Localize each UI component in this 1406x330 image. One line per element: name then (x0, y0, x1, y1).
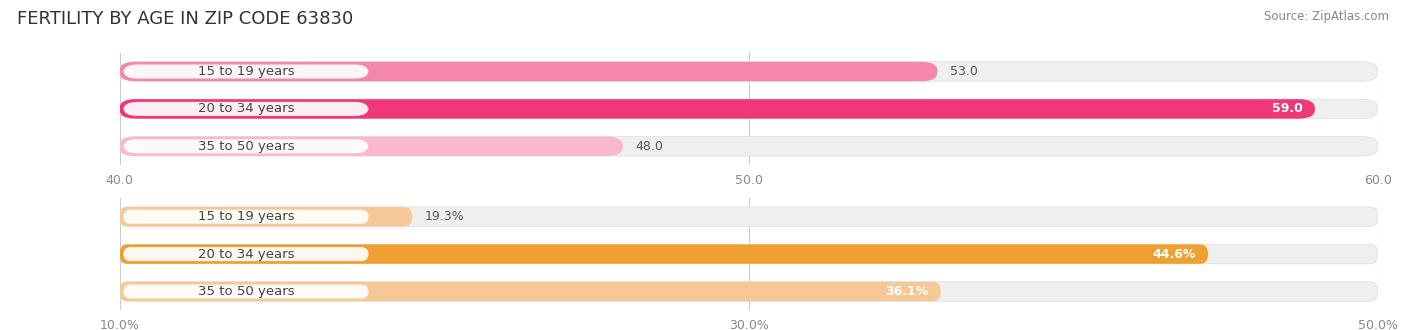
FancyBboxPatch shape (124, 247, 368, 261)
Text: FERTILITY BY AGE IN ZIP CODE 63830: FERTILITY BY AGE IN ZIP CODE 63830 (17, 10, 353, 28)
Text: 20 to 34 years: 20 to 34 years (198, 248, 294, 261)
FancyBboxPatch shape (120, 137, 1378, 156)
FancyBboxPatch shape (120, 245, 1208, 264)
Text: 44.6%: 44.6% (1152, 248, 1195, 261)
FancyBboxPatch shape (124, 139, 368, 153)
Text: 35 to 50 years: 35 to 50 years (198, 140, 294, 153)
FancyBboxPatch shape (124, 284, 368, 299)
FancyBboxPatch shape (124, 102, 368, 116)
Text: 19.3%: 19.3% (425, 210, 464, 223)
Text: 15 to 19 years: 15 to 19 years (198, 65, 294, 78)
FancyBboxPatch shape (120, 137, 623, 156)
Text: 15 to 19 years: 15 to 19 years (198, 210, 294, 223)
FancyBboxPatch shape (120, 99, 1378, 118)
FancyBboxPatch shape (120, 62, 1378, 81)
Text: 35 to 50 years: 35 to 50 years (198, 285, 294, 298)
FancyBboxPatch shape (120, 99, 1315, 118)
FancyBboxPatch shape (120, 62, 938, 81)
FancyBboxPatch shape (120, 245, 1378, 264)
Text: 53.0: 53.0 (950, 65, 979, 78)
Text: 20 to 34 years: 20 to 34 years (198, 102, 294, 115)
Text: 48.0: 48.0 (636, 140, 664, 153)
FancyBboxPatch shape (120, 282, 941, 301)
Text: 59.0: 59.0 (1271, 102, 1302, 115)
FancyBboxPatch shape (124, 64, 368, 79)
FancyBboxPatch shape (120, 282, 1378, 301)
Text: Source: ZipAtlas.com: Source: ZipAtlas.com (1264, 10, 1389, 23)
FancyBboxPatch shape (120, 207, 1378, 226)
FancyBboxPatch shape (120, 207, 412, 226)
Text: 36.1%: 36.1% (884, 285, 928, 298)
FancyBboxPatch shape (124, 210, 368, 224)
